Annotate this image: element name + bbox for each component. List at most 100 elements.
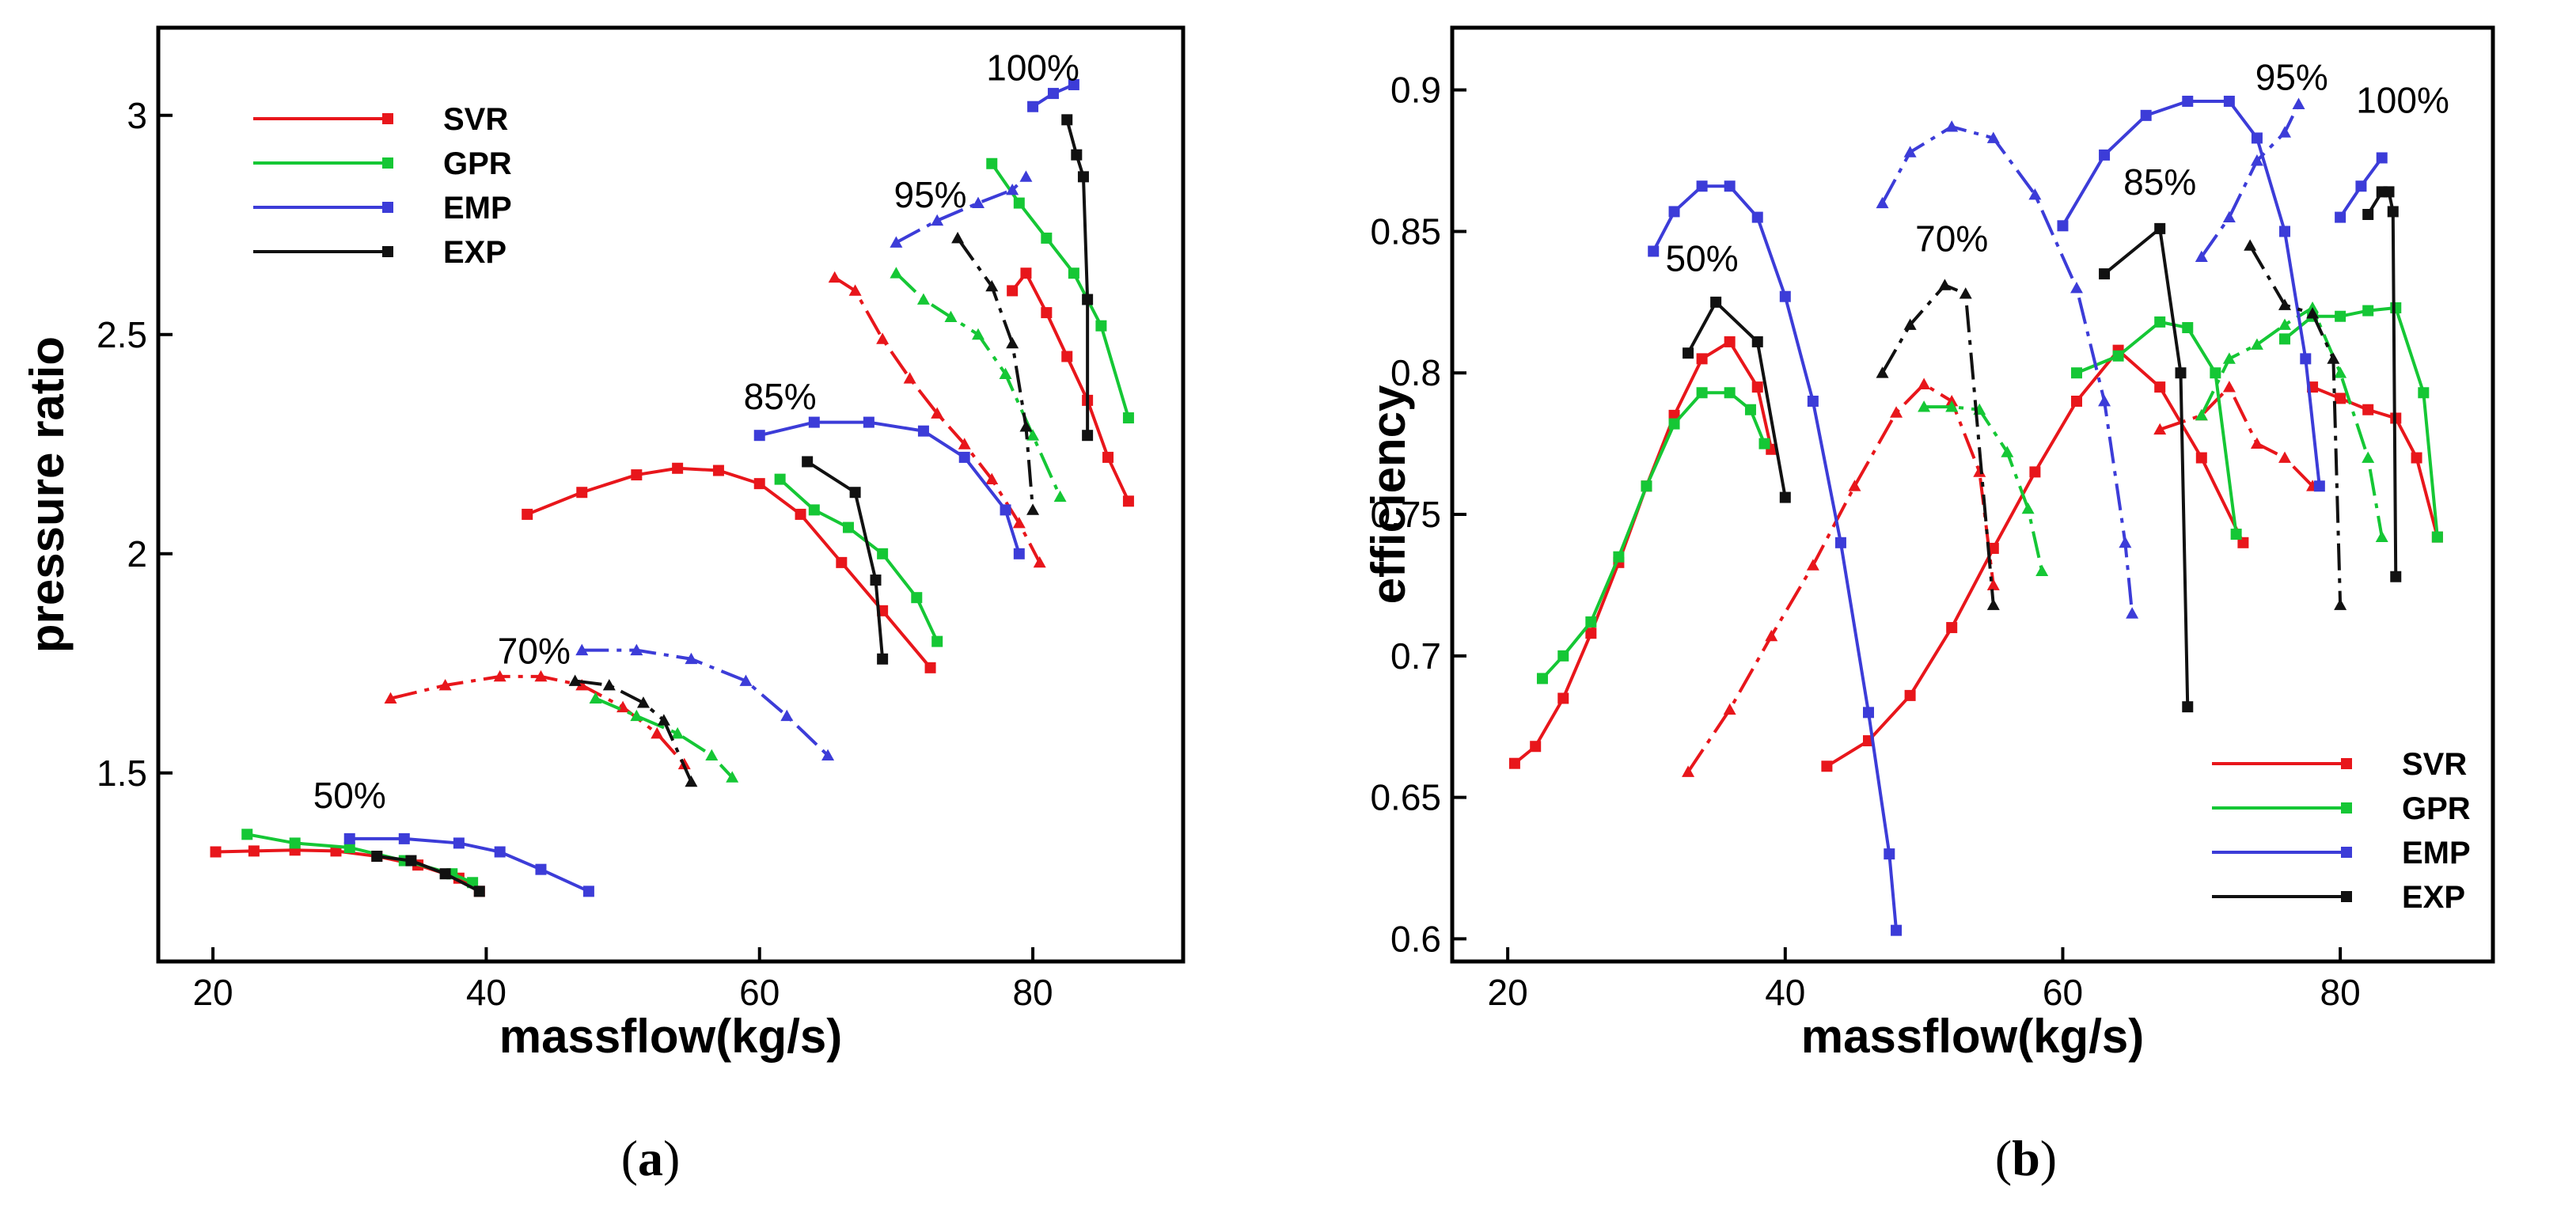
data-point — [2362, 305, 2374, 317]
series-line — [1513, 339, 1774, 765]
series-exp-85pct — [2099, 222, 2194, 713]
legend-marker — [2341, 847, 2352, 858]
data-point — [2375, 530, 2388, 543]
data-point — [1986, 131, 2000, 143]
data-point — [1710, 296, 1722, 308]
data-point — [1000, 504, 1011, 516]
data-point — [1863, 707, 1874, 719]
series-exp-70pct — [568, 674, 698, 787]
data-point — [1986, 598, 2000, 610]
data-point — [808, 504, 820, 516]
data-point — [828, 271, 841, 283]
series-emp-70pct — [575, 643, 835, 761]
series-emp-70pct — [1876, 120, 2139, 619]
data-point — [1082, 294, 1094, 305]
legend-marker — [382, 113, 393, 124]
data-point — [2278, 298, 2291, 310]
data-point — [2029, 466, 2041, 478]
data-point — [931, 407, 944, 419]
data-point — [1986, 578, 2000, 590]
series-line — [806, 460, 885, 659]
data-point — [2222, 210, 2236, 222]
data-point — [1765, 629, 1778, 642]
data-point — [753, 430, 765, 442]
data-point — [1779, 290, 1791, 302]
series-gpr-100pct — [986, 157, 1134, 424]
series-line — [990, 162, 1130, 419]
data-point — [1724, 180, 1736, 192]
data-point — [1585, 628, 1597, 639]
data-point — [2279, 333, 2290, 345]
data-point — [2099, 268, 2111, 280]
data-point — [2035, 564, 2049, 576]
data-point — [808, 416, 820, 428]
data-point — [2327, 352, 2340, 364]
data-point — [575, 643, 589, 656]
data-point — [2278, 126, 2291, 138]
y-tick-label: 1.5 — [97, 753, 147, 794]
series-line — [1686, 299, 1787, 498]
data-point — [2028, 188, 2042, 200]
data-point — [1071, 149, 1083, 161]
data-point — [2251, 132, 2263, 144]
data-point — [631, 469, 643, 481]
data-point — [1683, 347, 1694, 359]
data-point — [2431, 531, 2443, 543]
data-point — [1508, 757, 1520, 769]
series-exp-50pct — [371, 851, 485, 897]
chart-panel-a: 20 40 60 80 1.5 2 2.5 3 massflow(kg/s) pressure r… — [21, 25, 1186, 1186]
data-point — [1019, 170, 1033, 182]
legend: SVR GPR EMP EXP — [253, 102, 512, 270]
x-axis-label: massflow(kg/s) — [499, 1010, 842, 1063]
data-point — [2112, 350, 2124, 362]
data-point — [1041, 232, 1053, 244]
series-svr-85pct — [522, 462, 936, 673]
y-tick-label: 0.75 — [1370, 494, 1441, 535]
data-point — [2355, 180, 2367, 192]
data-point — [1807, 396, 1819, 407]
data-point — [986, 157, 998, 169]
speed-label: 85% — [744, 376, 817, 417]
data-point — [1946, 622, 1958, 634]
data-point — [1751, 211, 1763, 223]
series-gpr-70pct — [1918, 400, 2049, 576]
series-line — [2159, 384, 2314, 487]
data-point — [575, 678, 589, 691]
data-point — [1723, 703, 1736, 715]
series-exp-95pct — [2244, 239, 2347, 610]
speed-label: 100% — [986, 47, 1079, 88]
speed-label: 95% — [2255, 57, 2328, 98]
data-point — [2362, 404, 2374, 415]
data-point — [1779, 491, 1791, 503]
data-point — [958, 438, 971, 449]
data-point — [849, 487, 861, 499]
data-point — [1530, 741, 1542, 753]
data-point — [1041, 307, 1053, 319]
data-point — [1696, 387, 1708, 399]
data-point — [1033, 556, 1046, 568]
series-exp-70pct — [1876, 279, 2000, 610]
panel-caption: (a) — [621, 1130, 681, 1186]
data-point — [1696, 180, 1708, 192]
y-axis-label: pressure ratio — [21, 336, 74, 653]
data-point — [241, 829, 253, 840]
series-emp-50pct — [343, 832, 594, 897]
legend-entry: EXP — [443, 235, 506, 270]
series-line — [526, 466, 932, 669]
data-point — [685, 652, 698, 665]
series-svr-70pct — [1682, 377, 2000, 777]
data-point — [1047, 88, 1059, 100]
data-point — [802, 456, 814, 468]
data-point — [1648, 245, 1660, 257]
data-point — [2362, 451, 2375, 463]
data-point — [848, 284, 862, 296]
data-point — [1696, 353, 1708, 365]
data-point — [343, 841, 355, 853]
data-point — [2223, 95, 2235, 107]
data-point — [685, 775, 698, 787]
data-point — [534, 669, 548, 682]
data-point — [568, 674, 582, 686]
data-point — [1012, 517, 1026, 529]
x-tick-label: 20 — [1488, 972, 1528, 1013]
data-point — [2335, 393, 2346, 404]
